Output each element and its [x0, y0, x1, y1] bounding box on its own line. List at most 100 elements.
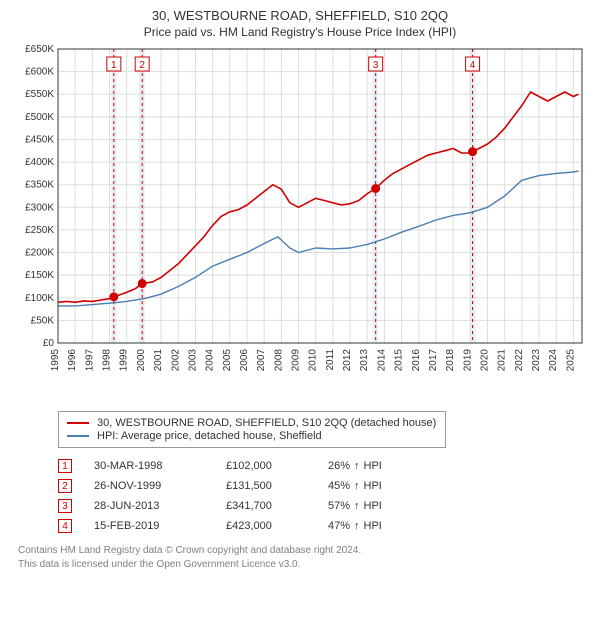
- x-tick-label: 2009: [291, 349, 302, 372]
- legend-item: 30, WESTBOURNE ROAD, SHEFFIELD, S10 2QQ …: [67, 417, 437, 429]
- x-tick-label: 2018: [445, 349, 456, 372]
- sales-hpi-percent: 45%: [328, 480, 350, 492]
- legend: 30, WESTBOURNE ROAD, SHEFFIELD, S10 2QQ …: [58, 411, 446, 448]
- x-tick-label: 2025: [565, 349, 576, 372]
- chart-canvas: £0 £50K £100K £150K £200K £250K £300K £350K £400…: [10, 43, 590, 403]
- y-tick-label: £250K: [25, 225, 54, 236]
- chart-subtitle: Price paid vs. HM Land Registry's House …: [10, 25, 590, 39]
- sales-hpi-tag: HPI: [364, 460, 382, 472]
- y-tick-label: £600K: [25, 67, 54, 78]
- x-tick-label: 1998: [102, 349, 113, 372]
- legend-item: HPI: Average price, detached house, Shef…: [67, 430, 437, 442]
- x-tick-label: 2007: [256, 349, 267, 372]
- sales-hpi-percent: 26%: [328, 460, 350, 472]
- x-tick-label: 2019: [462, 349, 473, 372]
- footer-attribution: Contains HM Land Registry data © Crown c…: [18, 544, 590, 571]
- x-tick-label: 2012: [342, 349, 353, 372]
- sales-hpi-tag: HPI: [364, 500, 382, 512]
- sales-date: 28-JUN-2013: [94, 500, 204, 512]
- chart-title: 30, WESTBOURNE ROAD, SHEFFIELD, S10 2QQ: [10, 8, 590, 23]
- sales-date: 15-FEB-2019: [94, 520, 204, 532]
- x-tick-label: 1999: [119, 349, 130, 372]
- arrow-up-icon: ↑: [354, 520, 360, 532]
- sales-hpi-diff: 57% ↑ HPI: [328, 500, 418, 512]
- x-tick-label: 2015: [394, 349, 405, 372]
- sales-row: 1 30-MAR-1998 £102,000 26% ↑ HPI: [58, 456, 590, 476]
- sales-hpi-diff: 26% ↑ HPI: [328, 460, 418, 472]
- footer-line-1: Contains HM Land Registry data © Crown c…: [18, 544, 590, 558]
- sale-band: [372, 49, 377, 343]
- sales-date: 26-NOV-1999: [94, 480, 204, 492]
- y-tick-label: £150K: [25, 270, 54, 281]
- legend-swatch: [67, 435, 89, 437]
- legend-swatch: [67, 422, 89, 424]
- sale-marker-number: 3: [373, 60, 379, 71]
- y-tick-label: £200K: [25, 248, 54, 259]
- x-tick-label: 2006: [239, 349, 250, 372]
- x-tick-label: 2002: [170, 349, 181, 372]
- x-tick-label: 2004: [205, 349, 216, 372]
- sales-hpi-percent: 47%: [328, 520, 350, 532]
- sale-point: [469, 148, 477, 156]
- sales-hpi-tag: HPI: [364, 520, 382, 532]
- sale-point: [372, 184, 380, 192]
- y-tick-label: £0: [43, 338, 55, 349]
- x-tick-label: 2024: [548, 349, 559, 372]
- x-tick-label: 2010: [308, 349, 319, 372]
- x-tick-label: 2013: [359, 349, 370, 372]
- sales-price: £131,500: [226, 480, 306, 492]
- x-tick-label: 2017: [428, 349, 439, 372]
- x-tick-label: 1997: [84, 349, 95, 372]
- legend-label: 30, WESTBOURNE ROAD, SHEFFIELD, S10 2QQ …: [97, 417, 436, 429]
- sale-marker-number: 2: [139, 60, 145, 71]
- x-tick-label: 2011: [325, 349, 336, 371]
- sales-row: 2 26-NOV-1999 £131,500 45% ↑ HPI: [58, 476, 590, 496]
- y-tick-label: £450K: [25, 134, 54, 145]
- sales-hpi-percent: 57%: [328, 500, 350, 512]
- sales-marker: 4: [58, 519, 72, 533]
- sales-price: £102,000: [226, 460, 306, 472]
- sales-marker: 2: [58, 479, 72, 493]
- x-tick-label: 1996: [67, 349, 78, 372]
- x-tick-label: 2016: [411, 349, 422, 372]
- price-chart: £0 £50K £100K £150K £200K £250K £300K £350K £400…: [10, 43, 590, 403]
- x-tick-label: 2020: [480, 349, 491, 372]
- footer-line-2: This data is licensed under the Open Gov…: [18, 558, 590, 572]
- x-tick-label: 2021: [497, 349, 508, 372]
- y-tick-label: £300K: [25, 202, 54, 213]
- y-tick-label: £500K: [25, 112, 54, 123]
- y-tick-label: £50K: [31, 315, 55, 326]
- y-tick-label: £550K: [25, 89, 54, 100]
- arrow-up-icon: ↑: [354, 500, 360, 512]
- sales-marker: 1: [58, 459, 72, 473]
- sales-row: 3 28-JUN-2013 £341,700 57% ↑ HPI: [58, 496, 590, 516]
- sales-price: £423,000: [226, 520, 306, 532]
- x-tick-label: 2001: [153, 349, 164, 372]
- sales-table: 1 30-MAR-1998 £102,000 26% ↑ HPI 2 26-NOV-1999 £…: [58, 456, 590, 536]
- sales-marker: 3: [58, 499, 72, 513]
- x-tick-label: 2003: [187, 349, 198, 372]
- sale-marker-number: 4: [470, 60, 476, 71]
- sale-marker-number: 1: [111, 60, 117, 71]
- x-tick-label: 2022: [514, 349, 525, 372]
- x-tick-label: 2005: [222, 349, 233, 372]
- sales-price: £341,700: [226, 500, 306, 512]
- arrow-up-icon: ↑: [354, 480, 360, 492]
- x-tick-label: 1995: [50, 349, 61, 372]
- x-tick-label: 2023: [531, 349, 542, 372]
- x-tick-label: 2014: [376, 349, 387, 372]
- sale-point: [138, 280, 146, 288]
- sales-hpi-tag: HPI: [364, 480, 382, 492]
- sale-point: [110, 293, 118, 301]
- y-tick-label: £100K: [25, 293, 54, 304]
- sales-hpi-diff: 47% ↑ HPI: [328, 520, 418, 532]
- sales-row: 4 15-FEB-2019 £423,000 47% ↑ HPI: [58, 516, 590, 536]
- x-tick-label: 2008: [273, 349, 284, 372]
- arrow-up-icon: ↑: [354, 460, 360, 472]
- plot-bg: [58, 49, 582, 343]
- legend-label: HPI: Average price, detached house, Shef…: [97, 430, 322, 442]
- y-tick-label: £400K: [25, 157, 54, 168]
- y-tick-label: £350K: [25, 180, 54, 191]
- sales-date: 30-MAR-1998: [94, 460, 204, 472]
- sales-hpi-diff: 45% ↑ HPI: [328, 480, 418, 492]
